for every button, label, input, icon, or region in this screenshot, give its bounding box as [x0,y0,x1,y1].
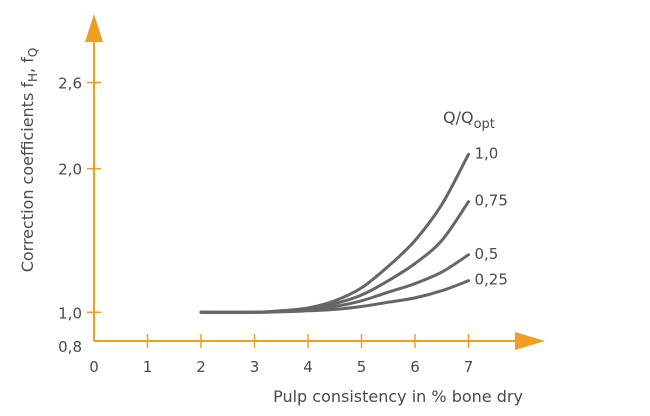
x-axis-title: Pulp consistency in % bone dry [273,387,523,406]
y-axis-title-base: Correction coefficients f [18,82,37,273]
curve-group: 1,0 0,75 0,5 0,25 [199,144,508,314]
legend-title-sub: opt [474,117,495,132]
x-tick-label: 1 [143,358,153,376]
series-line [199,152,470,314]
x-tick-label: 3 [250,358,260,376]
tick-group: 0 1 2 3 4 5 6 7 0,8 1,0 2,0 2,6 [58,75,473,376]
y-tick-label: 2,0 [58,161,82,179]
y-tick-label: 2,6 [58,75,82,93]
x-tick-label: 4 [303,358,313,376]
x-tick-label: 5 [357,358,367,376]
x-tick-label: 0 [89,358,99,376]
y-axis-title-mid: , f [18,57,37,73]
x-tick-label: 6 [410,358,420,376]
y-axis-title-sub-q: Q [26,48,40,57]
y-axis-title: Correction coefficients fH, fQ [18,48,40,273]
y-tick-label: 1,0 [58,304,82,322]
x-tick-label: 2 [196,358,206,376]
legend-title: Q/Qopt [443,108,495,132]
x-axis-arrow [515,332,545,350]
x-tick-label: 7 [464,358,474,376]
series-label: 0,75 [475,192,508,210]
y-tick-label: 0,8 [58,338,82,356]
y-axis-title-sub-h: H [26,73,40,82]
series-label: 0,5 [475,245,499,263]
series-line [199,279,470,314]
series-label: 1,0 [475,144,499,162]
y-axis-arrow [85,14,103,42]
legend-title-base: Q/Q [443,108,474,127]
series-label: 0,25 [475,271,508,289]
